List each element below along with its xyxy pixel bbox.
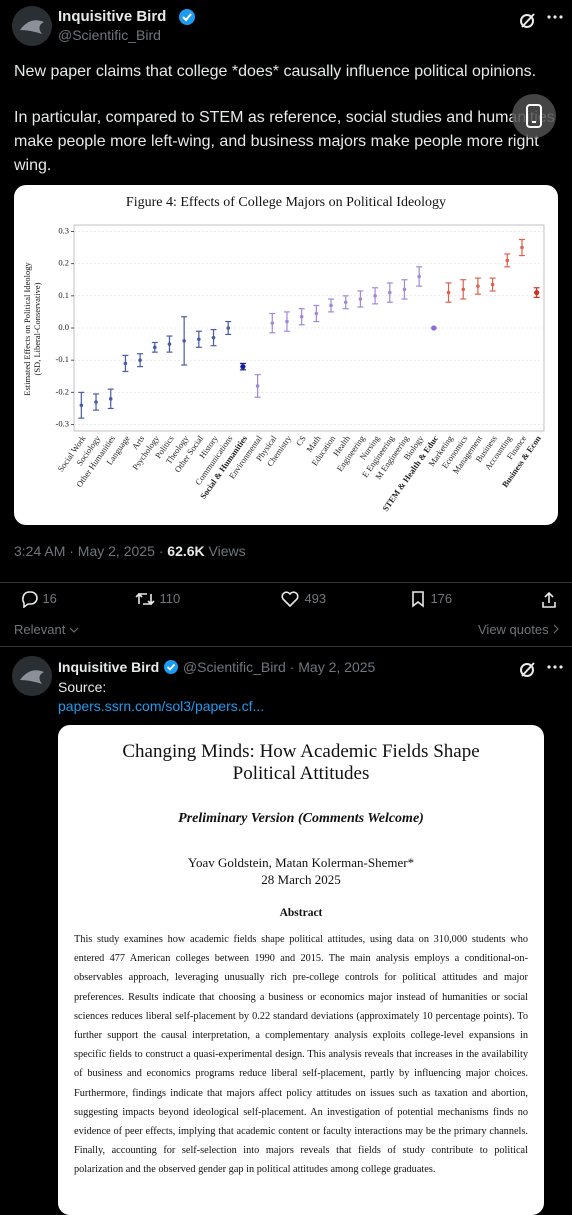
paper-authors: Yoav Goldstein, Matan Kolerman-Shemer* [187, 855, 415, 870]
y-tick-label: 0.3 [58, 225, 69, 235]
source-link[interactable]: papers.ssrn.com/sol3/papers.cf... [58, 698, 265, 714]
like-count: 493 [304, 591, 327, 607]
point [387, 290, 392, 295]
y-tick-label: 0.1 [58, 290, 69, 300]
timestamp: 3:24 AM · May 2, 2025 · [14, 543, 164, 559]
more-icon[interactable] [546, 662, 564, 672]
retweet-count: 110 [159, 591, 181, 607]
timestamp-row: 3:24 AM · May 2, 2025 · 62.6K Views [14, 543, 246, 559]
bookmark-button[interactable]: 176 [410, 590, 452, 608]
sort-filter[interactable]: Relevant [14, 622, 79, 637]
point [461, 287, 466, 292]
y-axis-label: (SD, Liberal-Conservative) [32, 282, 42, 375]
divider [0, 646, 572, 647]
point [197, 337, 201, 342]
author: Inquisitive Bird [58, 8, 167, 25]
overlay-button[interactable] [512, 94, 556, 138]
view-quotes[interactable]: View quotes [478, 622, 560, 637]
paper-date: 28 March 2025 [261, 872, 341, 887]
handle: @Scientific_Bird [58, 27, 161, 43]
abstract: This study examines how academic fields … [74, 934, 528, 1176]
point [431, 325, 437, 331]
avatar[interactable] [12, 656, 52, 696]
point [343, 300, 348, 305]
verified-badge [179, 9, 195, 25]
reply-header: Inquisitive Bird @Scientific_Bird · May … [58, 659, 375, 675]
point [505, 258, 510, 263]
point [211, 335, 216, 340]
point [226, 326, 231, 330]
point [490, 282, 495, 287]
avatar[interactable] [12, 6, 52, 46]
point [270, 321, 275, 325]
abstract-heading: Abstract [279, 907, 323, 919]
bookmark-count: 176 [430, 591, 453, 607]
point [358, 297, 363, 301]
handle-date: @Scientific_Bird · May 2, 2025 [182, 659, 376, 675]
chart-title: Figure 4: Effects of College Majors on P… [126, 195, 446, 210]
paper-title: Changing Minds: How Academic Fields Shap… [122, 741, 480, 784]
chart-image[interactable]: Figure 4: Effects of College Majors on P… [14, 185, 558, 525]
paper-image[interactable]: Changing Minds: How Academic Fields Shap… [58, 725, 544, 1215]
like-button[interactable]: 493 [280, 590, 326, 608]
tweet-text: In particular, compared to STEM as refer… [14, 109, 555, 174]
point [167, 342, 172, 346]
point [402, 287, 407, 292]
point [152, 345, 157, 350]
point [373, 294, 377, 298]
view-count: 62.6K [167, 543, 205, 559]
point [123, 361, 128, 366]
point [182, 339, 186, 343]
share-button[interactable] [540, 591, 558, 609]
paper-version: Preliminary Version (Comments Welcome) [178, 811, 424, 826]
sort-label: Relevant [14, 622, 66, 637]
grok-icon[interactable] [518, 659, 538, 679]
point [314, 311, 319, 316]
y-tick-label: -0.1 [56, 354, 69, 364]
author: Inquisitive Bird [58, 659, 160, 675]
point [240, 364, 246, 370]
y-tick-label: 0.2 [58, 258, 69, 268]
plot-frame [73, 224, 545, 432]
y-tick-label: -0.3 [56, 419, 69, 429]
point [446, 290, 451, 295]
point [94, 400, 98, 404]
point [476, 284, 480, 288]
point [520, 245, 524, 250]
reply-text: Source: [58, 679, 107, 695]
retweet-button[interactable]: 110 [135, 590, 180, 608]
point [285, 319, 289, 324]
chart: Figure 4: Effects of College Majors on P… [22, 195, 545, 513]
point [255, 384, 260, 388]
divider [0, 582, 572, 583]
y-tick-label: -0.2 [56, 386, 69, 396]
more-icon[interactable] [546, 12, 564, 22]
views-label: Views [208, 543, 246, 559]
reply-button[interactable]: 16 [20, 590, 57, 609]
point [417, 274, 421, 279]
point [138, 358, 142, 362]
grok-icon[interactable] [518, 10, 538, 30]
point [299, 314, 304, 319]
point [79, 403, 84, 408]
view-quotes-label: View quotes [478, 622, 549, 637]
y-axis-label: Estimated Effects on Political Ideology [22, 262, 32, 396]
tweet-text: New paper claims that college *does* cau… [14, 63, 537, 80]
point [108, 397, 113, 401]
point [534, 289, 540, 296]
reply-count: 16 [42, 591, 57, 607]
point [329, 303, 333, 308]
y-tick-label: 0.0 [58, 322, 69, 332]
